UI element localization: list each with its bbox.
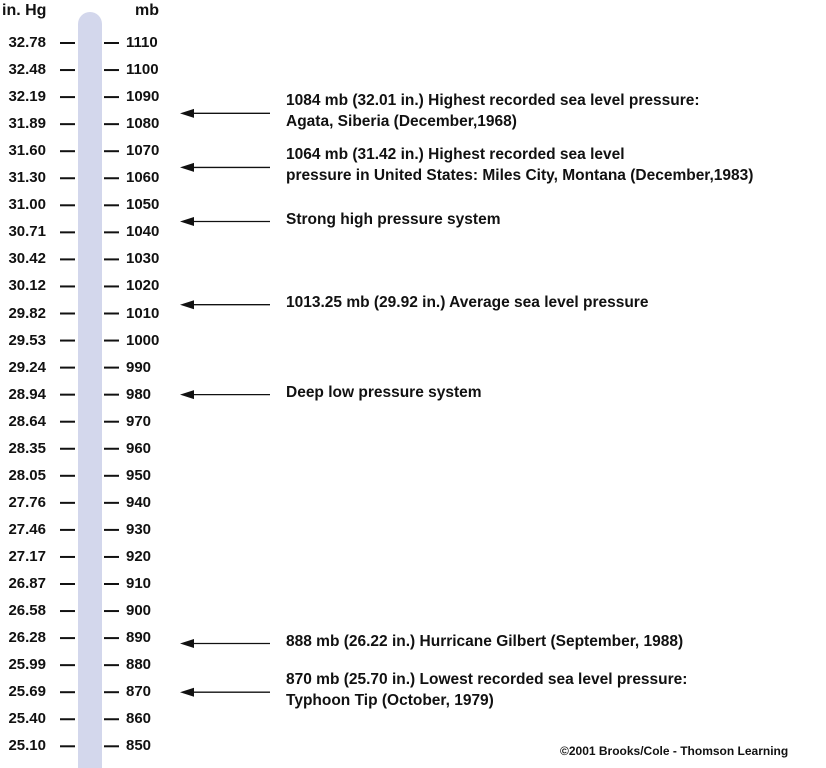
annotation-arrowhead: [180, 687, 194, 697]
annotation-arrowhead: [180, 217, 194, 227]
annotation-line: 1013.25 mb (29.92 in.) Average sea level…: [286, 294, 649, 312]
mb-tick-label: 940: [126, 493, 152, 511]
mb-tick-label: 930: [126, 520, 152, 538]
inhg-tick-label: 26.58: [8, 602, 46, 620]
annotation-line: Strong high pressure system: [286, 211, 501, 229]
mb-tick-label: 910: [126, 575, 152, 592]
mb-tick-label: 1060: [126, 169, 160, 187]
annotation-text: 870 mb (25.70 in.) Lowest recorded sea l…: [286, 669, 687, 711]
mb-tick-label: 1030: [126, 250, 160, 268]
mb-tick-label: 1070: [126, 142, 160, 160]
annotation-text: Strong high pressure system: [286, 209, 500, 230]
annotation-line: Agata, Siberia (December,1968): [286, 113, 517, 131]
annotation-text: 1013.25 mb (29.92 in.) Average sea level…: [286, 292, 648, 313]
annotation-line: 1064 mb (31.42 in.) Highest recorded sea…: [286, 146, 625, 164]
mb-tick-label: 1090: [126, 88, 160, 106]
inhg-tick-label: 31.89: [8, 115, 46, 133]
inhg-tick-label: 25.40: [8, 710, 46, 728]
inhg-tick-label: 28.05: [8, 466, 46, 484]
annotation-arrowhead: [180, 108, 194, 118]
tick-marks: [60, 42, 119, 748]
mb-tick-label: 950: [126, 466, 152, 484]
inhg-tick-label: 26.87: [8, 575, 46, 592]
inhg-tick-label: 25.99: [8, 656, 46, 674]
inhg-tick-label: 32.19: [8, 88, 46, 106]
annotation-arrowhead: [180, 162, 194, 172]
inhg-tick-label: 26.28: [8, 629, 46, 647]
annotation-line: 870 mb (25.70 in.) Lowest recorded sea l…: [286, 671, 688, 689]
annotation-arrowhead: [180, 639, 194, 649]
inhg-tick-label: 32.48: [8, 61, 46, 79]
inhg-tick-label: 28.94: [8, 385, 46, 403]
mb-tick-label: 900: [126, 602, 152, 620]
mb-tick-label: 960: [126, 439, 152, 457]
annotation-text: Deep low pressure system: [286, 382, 482, 403]
mb-tick-label: 1020: [126, 277, 160, 295]
annotation-text: 888 mb (26.22 in.) Hurricane Gilbert (Se…: [286, 631, 683, 652]
mb-tick-label: 1040: [126, 223, 160, 241]
mb-tick-label: 1100: [126, 61, 159, 79]
annotation-arrowhead: [180, 300, 194, 310]
inhg-tick-label: 25.10: [8, 737, 46, 755]
mb-tick-label: 970: [126, 412, 152, 430]
mb-tick-label: 1050: [126, 196, 160, 214]
inhg-tick-label: 28.64: [8, 412, 46, 430]
annotation-text: 1064 mb (31.42 in.) Highest recorded sea…: [286, 144, 753, 186]
inhg-axis-header: in. Hg: [2, 2, 47, 19]
inhg-tick-label: 27.46: [8, 520, 46, 538]
inhg-tick-label: 29.53: [8, 331, 46, 349]
annotation-arrows: [180, 108, 270, 697]
annotation-arrowhead: [180, 390, 194, 400]
annotation-line: 888 mb (26.22 in.) Hurricane Gilbert (Se…: [286, 633, 684, 650]
inhg-tick-label: 27.76: [8, 493, 46, 511]
inhg-tick-label: 29.82: [8, 304, 46, 322]
inhg-tick-label: 30.42: [8, 250, 46, 268]
inhg-tick-label: 27.17: [8, 547, 46, 565]
inhg-tick-label: 25.69: [8, 683, 46, 701]
inhg-tick-label: 30.71: [8, 223, 46, 241]
inhg-tick-label: 32.78: [8, 34, 46, 51]
mb-tick-label: 880: [126, 656, 152, 674]
inhg-tick-label: 28.35: [8, 439, 46, 457]
mb-tick-label: 1010: [126, 304, 160, 322]
inhg-tick-label: 31.00: [8, 196, 46, 214]
mb-tick-label: 870: [126, 683, 152, 701]
inhg-tick-label: 30.12: [8, 277, 46, 295]
annotation-line: 1084 mb (32.01 in.) Highest recorded sea…: [286, 92, 700, 110]
copyright-notice: ©2001 Brooks/Cole - Thomson Learning: [560, 744, 789, 758]
annotation-line: Deep low pressure system: [286, 384, 482, 402]
mb-tick-label: 920: [126, 547, 152, 565]
mb-tick-label: 990: [126, 358, 152, 376]
inhg-tick-label: 31.30: [8, 169, 46, 187]
mb-axis-header: mb: [135, 2, 159, 19]
mb-tick-label: 980: [126, 385, 152, 403]
mb-tick-label: 1000: [126, 331, 160, 349]
mb-tick-label: 860: [126, 710, 152, 728]
pressure-column-bar: [78, 12, 102, 768]
annotation-line: Typhoon Tip (October, 1979): [286, 692, 494, 710]
inhg-tick-label: 31.60: [8, 142, 46, 160]
mb-tick-label: 850: [126, 737, 152, 755]
mb-tick-label: 890: [126, 629, 152, 647]
annotation-line: pressure in United States: Miles City, M…: [286, 167, 754, 185]
annotation-text: 1084 mb (32.01 in.) Highest recorded sea…: [286, 90, 700, 132]
mb-tick-label: 1080: [126, 115, 160, 133]
inhg-tick-label: 29.24: [8, 358, 46, 376]
mb-tick-label: 1110: [126, 34, 158, 51]
